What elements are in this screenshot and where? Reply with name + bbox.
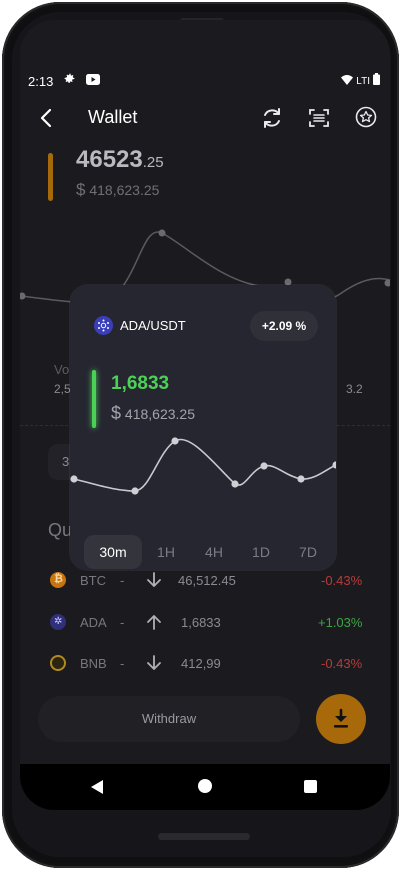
chart-point: [131, 487, 139, 495]
battery-icon: [373, 72, 380, 90]
usd-symbol: $: [111, 403, 122, 423]
nav-recents-button[interactable]: [304, 780, 317, 793]
withdraw-button[interactable]: Withdraw: [38, 696, 300, 742]
quote-change: +1.03%: [318, 615, 363, 630]
tab-label: 1H: [157, 544, 175, 560]
status-bar: 2:13: [28, 72, 101, 90]
page-title: Wallet: [88, 107, 138, 127]
quote-dash: -: [120, 656, 125, 671]
scan-button[interactable]: [308, 107, 330, 129]
quote-dash: -: [120, 615, 125, 630]
nav-back-button[interactable]: [88, 778, 106, 796]
quote-price: 412,99: [181, 656, 221, 671]
back-button[interactable]: [38, 108, 56, 128]
nav-home-button[interactable]: [198, 779, 212, 793]
quote-symbol: ADA: [80, 615, 107, 630]
quote-change: -0.43%: [321, 573, 363, 588]
nav-back-icon: [91, 780, 103, 794]
tab-label: 4H: [205, 544, 223, 560]
quote-price: 46,512.45: [178, 573, 236, 588]
tab-label: 30m: [99, 544, 127, 560]
chart-point: [70, 475, 78, 483]
quote-row-btc[interactable]: ₿ BTC - 46,512.45 -0.43%: [20, 568, 390, 598]
change-badge: +2.09 %: [250, 311, 318, 341]
settings-gear-icon: [63, 72, 76, 90]
tab-label: 1D: [252, 544, 270, 560]
ada-icon: [94, 316, 113, 335]
status-right: LTI: [341, 72, 380, 90]
quote-symbol: BNB: [80, 656, 107, 671]
balance-usd: $ 418,623.25: [76, 180, 159, 200]
chart-point: [332, 461, 336, 469]
download-icon: [334, 708, 348, 728]
chart-point: [384, 279, 390, 287]
bnb-icon: [50, 655, 66, 671]
tab-1d[interactable]: 1D: [241, 535, 281, 569]
ada-icon: ✲: [50, 614, 66, 630]
chart-point: [20, 292, 26, 300]
refresh-button[interactable]: [260, 106, 284, 130]
volume-value-left: 2,5: [54, 382, 71, 396]
quote-row-bnb[interactable]: BNB - 412,99 -0.43%: [20, 651, 390, 681]
pair-usd: $ 418,623.25: [111, 403, 195, 424]
wifi-icon: [341, 72, 354, 90]
balance-accent-bar: [48, 153, 53, 201]
status-time: 2:13: [28, 73, 54, 89]
price-accent-bar: [92, 370, 96, 428]
chart-point: [260, 462, 268, 470]
balance-usd-value: 418,623.25: [89, 182, 160, 198]
balance-main: 46523: [76, 146, 143, 173]
screen: 2:13 LTI Wallet: [20, 20, 390, 810]
scan-icon: [309, 109, 329, 127]
btc-icon: ₿: [50, 572, 66, 588]
chart-point: [297, 475, 305, 483]
pair-name: ADA/USDT: [120, 318, 186, 333]
usd-symbol: $: [76, 180, 86, 199]
pair-usd-value: 418,623.25: [124, 406, 195, 422]
tab-label: 7D: [299, 544, 317, 560]
youtube-icon: [86, 72, 101, 90]
chart-point: [158, 229, 166, 237]
navigation-bar: [20, 764, 390, 810]
tab-7d[interactable]: 7D: [288, 535, 328, 569]
chart-point: [231, 480, 239, 488]
pair-price: 1,6833: [111, 373, 170, 394]
deposit-button[interactable]: [316, 694, 366, 744]
tab-1h[interactable]: 1H: [146, 535, 186, 569]
tab-30m[interactable]: 30m: [84, 535, 142, 569]
quote-price: 1,6833: [181, 615, 221, 630]
arrow-up-icon: [147, 615, 161, 630]
pair-price-chart: [70, 437, 336, 495]
quotes-title: Qu: [48, 520, 73, 540]
quote-dash: -: [120, 573, 125, 588]
withdraw-label: Withdraw: [141, 711, 197, 726]
pair-detail-popup: ADA/USDT +2.09 % 1,6833 $ 418,623.25 30m…: [70, 285, 336, 570]
balance-amount: 46523.25: [76, 146, 164, 174]
arrow-down-icon: [147, 572, 161, 587]
favorite-button[interactable]: [355, 106, 377, 128]
chevron-left-icon: [40, 108, 52, 128]
volume-value-right: 3.2: [346, 382, 363, 396]
quote-symbol: BTC: [80, 573, 106, 588]
network-type: LTI: [356, 75, 370, 87]
quote-change: -0.43%: [321, 656, 363, 671]
chart-point: [284, 278, 292, 286]
background-input-text: 3: [62, 454, 70, 469]
arrow-down-icon: [147, 655, 161, 670]
volume-label: Vo: [54, 362, 70, 377]
refresh-icon: [264, 108, 280, 128]
star-circle-icon: [355, 106, 377, 128]
chart-point: [171, 437, 179, 445]
balance-decimals: .25: [142, 154, 164, 171]
change-badge-text: +2.09 %: [261, 319, 307, 333]
bottom-speaker: [158, 833, 250, 840]
tab-4h[interactable]: 4H: [194, 535, 234, 569]
quote-row-ada[interactable]: ✲ ADA - 1,6833 +1.03%: [20, 610, 390, 640]
